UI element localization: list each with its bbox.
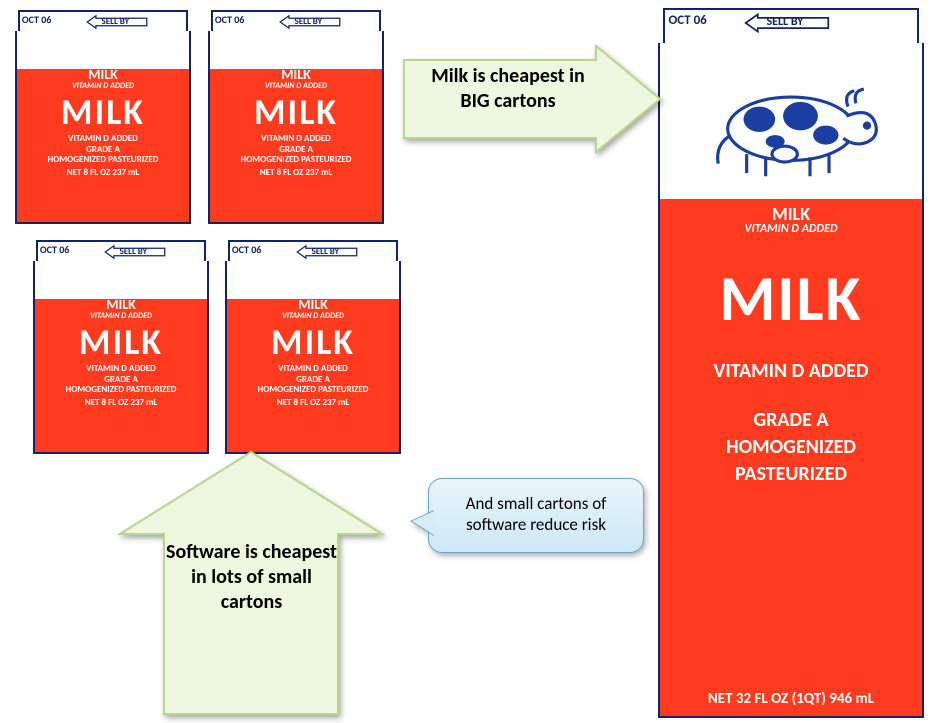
sell-by-label: SELL BY [120,246,148,257]
bubble-text: And small cartons of software reduce ris… [428,478,644,553]
milk-band: MILK VITAMIN D ADDED [658,199,924,241]
sell-by-label: SELL BY [766,15,803,29]
big-milk-carton: OCT 06 SELL BY MILK VITAMIN D ADDED MILK… [658,8,920,716]
net-weight: NET 8 FL OZ 237 mL [85,397,158,408]
sub-lines: VITAMIN D ADDEDGRADE AHOMOGENIZED PASTEU… [66,364,177,395]
sub-line3: HOMOGENIZED PASTEURIZED [258,385,369,395]
band-title: MILK [106,298,136,312]
net-weight: NET 8 FL OZ 237 mL [260,167,333,178]
small-milk-carton: OCT 06SELL BYMILKVITAMIN D ADDEDMILKVITA… [225,240,397,452]
sub-line4: PASTEURIZED [726,461,856,488]
arrow-up-callout: Software is cheapest in lots of small ca… [112,448,390,723]
big-label: MILK [719,260,862,338]
carton-body: MILKVITAMIN D ADDEDGRADE AHOMOGENIZED PA… [15,88,191,224]
milk-band: MILKVITAMIN D ADDED [208,69,384,88]
cow-icon [696,49,886,199]
sell-by-arrow-icon: SELL BY [744,10,830,41]
milk-band: MILKVITAMIN D ADDED [15,69,191,88]
band-sub: VITAMIN D ADDED [744,223,837,235]
sell-by-label: SELL BY [312,246,340,257]
expiry-date: OCT 06 [668,13,706,28]
sub-line3: HOMOGENIZED PASTEURIZED [241,155,352,165]
sell-by-label: SELL BY [295,16,323,27]
small-milk-carton: OCT 06SELL BYMILKVITAMIN D ADDEDMILKVITA… [208,10,380,222]
big-label: MILK [271,320,355,364]
big-label: MILK [79,320,163,364]
expiry-date: OCT 06 [40,243,69,256]
carton-body: MILKVITAMIN D ADDEDGRADE AHOMOGENIZED PA… [225,318,401,454]
sub-line3: HOMOGENIZED PASTEURIZED [66,385,177,395]
milk-band: MILKVITAMIN D ADDED [225,299,401,318]
bubble-tail-icon [412,511,434,535]
carton-body: MILKVITAMIN D ADDEDGRADE AHOMOGENIZED PA… [208,88,384,224]
sub-line-group: GRADE A HOMOGENIZED PASTEURIZED [726,407,856,488]
milk-band: MILKVITAMIN D ADDED [33,299,209,318]
band-title: MILK [298,298,328,312]
sub-line1: VITAMIN D ADDED [714,358,869,385]
arrow-right-label: Milk is cheapest in BIG cartons [418,64,598,114]
net-weight: NET 32 FL OZ (1QT) 946 mL [708,690,874,708]
expiry-date: OCT 06 [215,13,244,26]
carton-body: MILK VITAMIN D ADDED GRADE A HOMOGENIZED… [658,242,924,718]
small-milk-carton: OCT 06SELL BYMILKVITAMIN D ADDEDMILKVITA… [15,10,187,222]
small-milk-carton: OCT 06SELL BYMILKVITAMIN D ADDEDMILKVITA… [33,240,205,452]
expiry-date: OCT 06 [22,13,51,26]
big-label: MILK [254,90,338,134]
sub-line3: HOMOGENIZED [726,434,856,461]
speech-bubble: And small cartons of software reduce ris… [428,478,644,553]
sub-lines: VITAMIN D ADDEDGRADE AHOMOGENIZED PASTEU… [241,134,352,165]
band-title: MILK [281,68,311,82]
sub-lines: VITAMIN D ADDEDGRADE AHOMOGENIZED PASTEU… [48,134,159,165]
band-title: MILK [88,68,118,82]
net-weight: NET 8 FL OZ 237 mL [67,167,140,178]
sell-by-label: SELL BY [102,16,130,27]
sub-line3: HOMOGENIZED PASTEURIZED [48,155,159,165]
sub-line2: GRADE A [726,407,856,434]
arrow-up-label: Software is cheapest in lots of small ca… [164,540,339,615]
carton-body: MILKVITAMIN D ADDEDGRADE AHOMOGENIZED PA… [33,318,209,454]
cow-panel [658,43,924,201]
big-label: MILK [61,90,145,134]
net-weight: NET 8 FL OZ 237 mL [277,397,350,408]
band-title: MILK [772,205,810,223]
arrow-right-callout: Milk is cheapest in BIG cartons [400,42,665,161]
sub-lines: VITAMIN D ADDEDGRADE AHOMOGENIZED PASTEU… [258,364,369,395]
expiry-date: OCT 06 [232,243,261,256]
